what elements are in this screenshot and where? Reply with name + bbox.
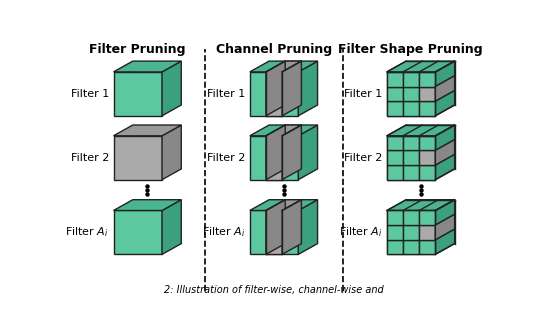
Polygon shape <box>250 200 318 210</box>
Polygon shape <box>387 72 435 116</box>
Polygon shape <box>403 72 419 86</box>
Polygon shape <box>282 61 301 116</box>
Polygon shape <box>387 136 403 151</box>
Polygon shape <box>282 200 301 254</box>
Polygon shape <box>387 86 403 101</box>
Polygon shape <box>250 72 299 116</box>
Polygon shape <box>403 101 419 116</box>
Text: Filter 1: Filter 1 <box>207 89 245 99</box>
Polygon shape <box>419 165 435 180</box>
Polygon shape <box>387 101 403 116</box>
Polygon shape <box>114 210 162 254</box>
Polygon shape <box>114 72 162 116</box>
Polygon shape <box>299 125 318 180</box>
Polygon shape <box>266 61 301 72</box>
Polygon shape <box>266 125 301 136</box>
Polygon shape <box>250 136 299 180</box>
Polygon shape <box>387 136 435 180</box>
Polygon shape <box>266 72 282 116</box>
Text: Filter $\mathit{A}_i$: Filter $\mathit{A}_i$ <box>65 225 109 239</box>
Polygon shape <box>114 200 181 210</box>
Polygon shape <box>299 200 318 254</box>
Polygon shape <box>435 214 454 240</box>
Polygon shape <box>250 61 318 72</box>
Polygon shape <box>299 61 318 116</box>
Polygon shape <box>387 165 403 180</box>
Text: Filter $\mathit{A}_i$: Filter $\mathit{A}_i$ <box>201 225 245 239</box>
Text: Filter 2: Filter 2 <box>70 153 109 163</box>
Text: Filter 2: Filter 2 <box>344 153 382 163</box>
Polygon shape <box>403 136 419 151</box>
Polygon shape <box>266 200 301 210</box>
Text: Filter 1: Filter 1 <box>70 89 109 99</box>
Polygon shape <box>387 200 454 210</box>
Polygon shape <box>266 61 285 116</box>
Polygon shape <box>266 136 282 180</box>
Polygon shape <box>403 240 419 254</box>
Polygon shape <box>114 136 162 180</box>
Polygon shape <box>387 125 454 136</box>
Polygon shape <box>387 210 403 225</box>
Polygon shape <box>282 125 301 180</box>
Polygon shape <box>419 72 435 86</box>
Polygon shape <box>387 240 403 254</box>
Polygon shape <box>419 136 435 151</box>
Polygon shape <box>435 125 454 180</box>
Text: Channel Pruning: Channel Pruning <box>216 43 332 56</box>
Polygon shape <box>419 210 435 225</box>
Polygon shape <box>387 72 403 86</box>
Polygon shape <box>419 86 435 101</box>
Polygon shape <box>162 200 181 254</box>
Polygon shape <box>250 210 299 254</box>
Polygon shape <box>114 61 181 72</box>
Polygon shape <box>403 225 419 240</box>
Polygon shape <box>266 125 285 180</box>
Polygon shape <box>403 210 419 225</box>
Polygon shape <box>250 125 318 136</box>
Polygon shape <box>435 140 454 165</box>
Polygon shape <box>162 61 181 116</box>
Polygon shape <box>435 61 454 116</box>
Polygon shape <box>387 61 454 72</box>
Polygon shape <box>403 86 419 101</box>
Polygon shape <box>114 125 181 136</box>
Text: 2: Illustration of filter-wise, channel-wise and: 2: Illustration of filter-wise, channel-… <box>164 285 383 295</box>
Polygon shape <box>419 151 435 165</box>
Text: Filter 1: Filter 1 <box>344 89 382 99</box>
Polygon shape <box>403 165 419 180</box>
Polygon shape <box>387 210 435 254</box>
Polygon shape <box>387 151 403 165</box>
Polygon shape <box>419 225 435 240</box>
Text: Filter Pruning: Filter Pruning <box>89 43 186 56</box>
Text: Filter $\mathit{A}_i$: Filter $\mathit{A}_i$ <box>339 225 382 239</box>
Text: Filter Shape Pruning: Filter Shape Pruning <box>339 43 483 56</box>
Polygon shape <box>435 200 454 254</box>
Polygon shape <box>403 151 419 165</box>
Text: Filter 2: Filter 2 <box>207 153 245 163</box>
Polygon shape <box>419 101 435 116</box>
Polygon shape <box>419 240 435 254</box>
Polygon shape <box>162 125 181 180</box>
Polygon shape <box>435 76 454 101</box>
Polygon shape <box>266 210 282 254</box>
Polygon shape <box>387 225 403 240</box>
Polygon shape <box>266 200 285 254</box>
